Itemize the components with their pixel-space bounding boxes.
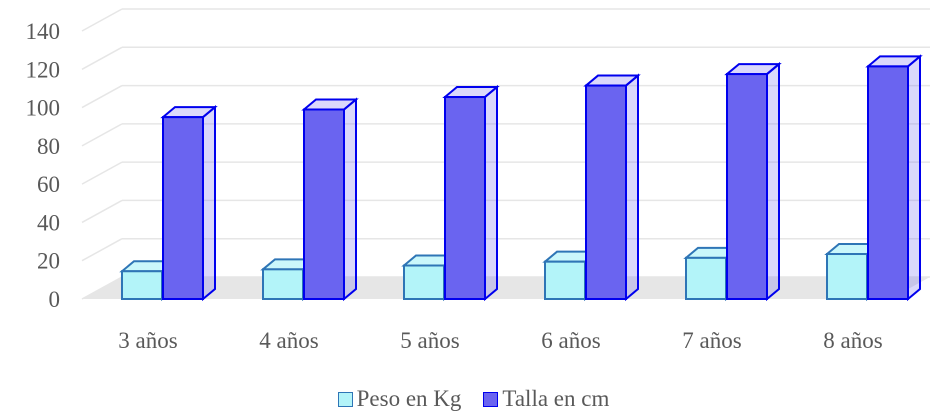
x-axis-labels: 3 años 4 años 5 años 6 años 7 años 8 años (118, 328, 882, 353)
bar-side (907, 54, 921, 302)
gridline-side (81, 46, 123, 70)
gridline-side (81, 161, 123, 185)
y-tick-label: 140 (26, 19, 61, 44)
bar-front (544, 260, 586, 300)
y-tick-label: 120 (26, 57, 61, 82)
legend-item-series-1: Peso en Kg (337, 386, 462, 412)
x-tick-label: 3 años (118, 328, 177, 353)
bar-front (262, 268, 304, 301)
bar-2-2 (301, 97, 359, 302)
bar-front (444, 96, 486, 300)
bar-front (121, 270, 163, 301)
bar-side (202, 105, 216, 302)
bar-front (162, 116, 204, 301)
bar-side (766, 61, 780, 302)
legend-label-series-1: Peso en Kg (356, 386, 462, 411)
gridline-side (81, 199, 123, 224)
bar-front (303, 108, 345, 300)
bar-front (585, 84, 627, 300)
gridline-side (81, 123, 123, 147)
x-tick-label: 6 años (541, 328, 600, 353)
gridlines (81, 8, 930, 300)
bar-side (484, 84, 498, 302)
legend-label-series-2: Talla en cm (502, 386, 610, 411)
legend: Peso en Kg Talla en cm (0, 386, 947, 412)
bar-front (867, 65, 909, 300)
y-tick-label: 0 (49, 287, 61, 312)
y-axis-ticks: 0 20 40 60 80 100 120 140 (26, 19, 61, 312)
bar-front (726, 73, 768, 300)
y-tick-label: 100 (26, 96, 61, 121)
gridline-side (81, 238, 123, 262)
y-tick-label: 60 (37, 172, 60, 197)
y-tick-label: 20 (37, 249, 60, 274)
x-tick-label: 4 años (259, 328, 318, 353)
bar-2-6 (865, 54, 923, 302)
legend-swatch-series-2 (483, 391, 499, 407)
gridline-side (81, 8, 123, 32)
gridline-side (81, 84, 123, 109)
bar-front (403, 264, 445, 300)
bar-2-4 (583, 73, 641, 302)
bar-2-5 (724, 61, 782, 302)
x-tick-label: 8 años (823, 328, 882, 353)
bar-side (343, 97, 357, 302)
x-tick-label: 5 años (400, 328, 459, 353)
y-tick-label: 40 (37, 210, 60, 235)
legend-swatch-series-1 (337, 391, 353, 407)
x-tick-label: 7 años (682, 328, 741, 353)
bars (119, 54, 923, 302)
bar-front (685, 256, 727, 301)
y-tick-label: 80 (37, 134, 60, 159)
legend-item-series-2: Talla en cm (483, 386, 609, 412)
bar-front (826, 253, 868, 300)
bar-2-3 (442, 84, 500, 302)
bar-2-1 (160, 105, 218, 302)
bar-side (625, 73, 639, 302)
